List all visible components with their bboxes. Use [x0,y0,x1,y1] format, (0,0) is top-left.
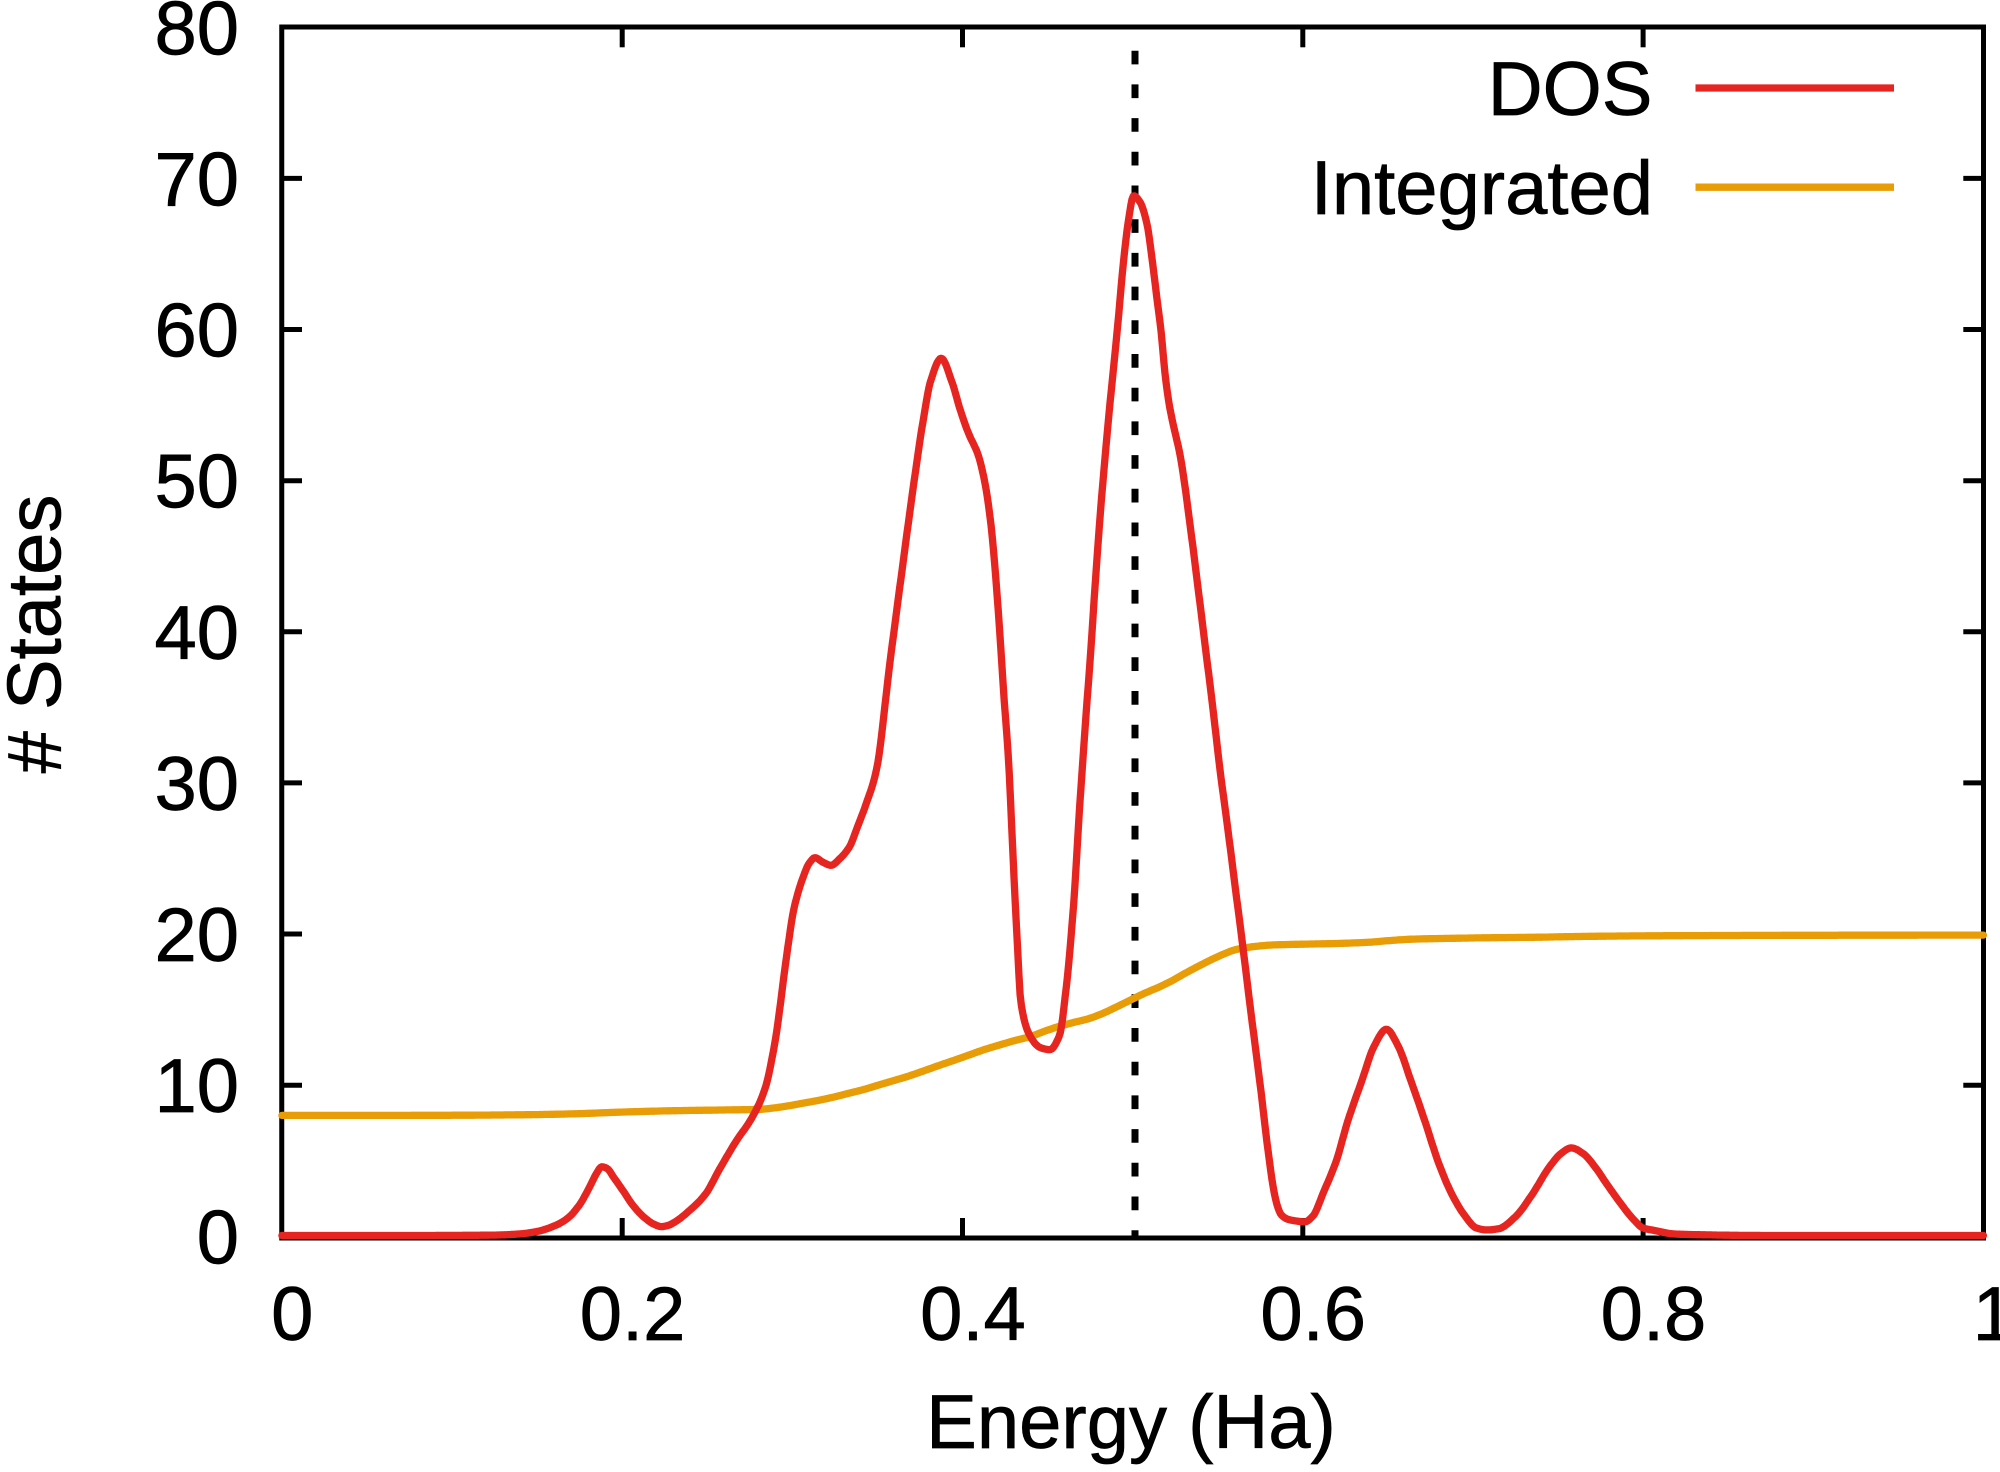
svg-text:70: 70 [154,137,239,222]
svg-text:80: 80 [154,0,239,71]
svg-text:DOS: DOS [1488,47,1653,132]
svg-text:50: 50 [154,440,239,525]
svg-text:10: 10 [154,1044,239,1129]
svg-text:40: 40 [154,591,239,676]
svg-text:0.8: 0.8 [1601,1272,1707,1357]
svg-text:0: 0 [197,1195,239,1280]
svg-text:Integrated: Integrated [1311,146,1653,231]
svg-text:30: 30 [154,742,239,827]
svg-text:0.2: 0.2 [580,1272,686,1357]
svg-text:1: 1 [1973,1272,2000,1357]
svg-text:20: 20 [154,893,239,978]
svg-text:0.6: 0.6 [1260,1272,1366,1357]
svg-text:0.4: 0.4 [920,1272,1026,1357]
svg-text:# States: # States [0,495,78,774]
svg-text:0: 0 [271,1272,313,1357]
svg-text:60: 60 [154,289,239,374]
svg-text:Energy (Ha): Energy (Ha) [926,1380,1336,1465]
